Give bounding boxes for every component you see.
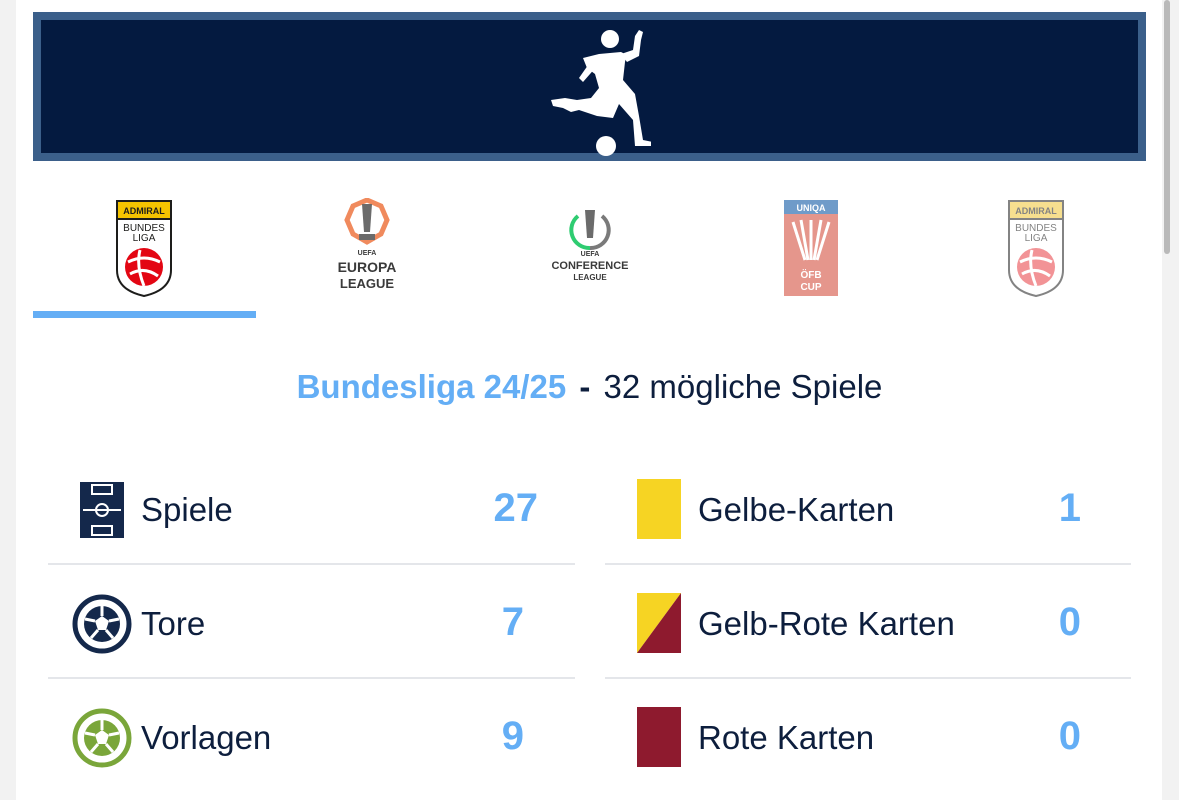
possible-games-text: 32 mögliche Spiele — [603, 368, 883, 405]
tab-logo-line-1: ADMIRAL — [123, 206, 165, 216]
tab-bundesliga[interactable]: ADMIRAL BUNDES LIGA — [33, 196, 256, 323]
stat-label: Rote Karten — [698, 719, 875, 756]
row-divider — [605, 563, 1131, 565]
ofb-cup-logo-icon: UNIQA ÖFB CUP — [784, 200, 838, 296]
stat-row-assists: Vorlagen 9 — [48, 679, 575, 793]
headline-separator: - — [579, 368, 591, 405]
tab-logo-line-2: BUNDES — [123, 223, 165, 234]
tab-logo-line-2: EUROPA — [338, 259, 397, 275]
tab-logo-line-3: LEAGUE — [340, 276, 395, 291]
tab-ofb-cup[interactable]: UNIQA ÖFB CUP — [702, 196, 925, 323]
stat-row-yellow-red-cards: Gelb-Rote Karten 0 — [605, 565, 1131, 679]
stat-label: Vorlagen — [141, 719, 272, 756]
tab-logo-line-1: UEFA — [358, 250, 377, 257]
stat-value: 0 — [1058, 600, 1081, 644]
tab-logo-line-1: UNIQA — [797, 203, 827, 213]
tab-logo-line-1: UEFA — [581, 251, 600, 258]
ball-icon — [72, 594, 132, 654]
competition-season-title: Bundesliga 24/25 — [296, 368, 567, 405]
yellow-red-card-icon — [637, 593, 681, 653]
tab-logo-line-3: CUP — [800, 282, 821, 293]
yellow-card-icon — [637, 479, 681, 539]
row-divider — [48, 677, 575, 679]
tab-logo-line-3: LIGA — [133, 233, 156, 244]
bundesliga-logo-icon: ADMIRAL BUNDES LIGA — [116, 200, 172, 298]
row-divider — [605, 677, 1131, 679]
tab-logo-line-1: ADMIRAL — [1015, 206, 1057, 216]
pitch-icon — [80, 482, 124, 538]
tab-bundesliga-faded[interactable]: ADMIRAL BUNDES LIGA — [925, 196, 1148, 323]
stat-label: Gelbe-Karten — [698, 491, 895, 528]
active-tab-indicator — [33, 311, 256, 318]
europa-league-logo-icon: UEFA EUROPA LEAGUE — [338, 198, 397, 291]
tab-europa-league[interactable]: UEFA EUROPA LEAGUE — [256, 196, 479, 323]
stat-value: 27 — [493, 486, 539, 530]
stat-value: 1 — [1058, 486, 1081, 530]
scrollbar-thumb[interactable] — [1164, 0, 1170, 254]
stat-label: Spiele — [141, 491, 233, 528]
stat-row-red-cards: Rote Karten 0 — [605, 679, 1131, 793]
stat-value: 9 — [501, 714, 524, 758]
bundesliga-logo-faded-icon: ADMIRAL BUNDES LIGA — [1008, 200, 1064, 298]
stat-label: Tore — [141, 605, 206, 642]
tab-logo-line-3: LIGA — [1025, 233, 1048, 244]
hero-inner-panel — [41, 20, 1138, 156]
stat-label: Gelb-Rote Karten — [698, 605, 955, 642]
competition-tabs: ADMIRAL BUNDES LIGA UEFA EUROPA LEAGUE U… — [33, 196, 1146, 323]
row-divider — [48, 563, 575, 565]
stat-value: 7 — [501, 600, 524, 644]
stat-value: 0 — [1058, 714, 1081, 758]
red-card-icon — [637, 707, 681, 767]
tab-conference-league[interactable]: UEFA CONFERENCE LEAGUE — [479, 196, 702, 323]
football-player-silhouette-icon — [551, 30, 651, 156]
season-headline: Bundesliga 24/25 - 32 mögliche Spiele — [0, 368, 1179, 406]
player-hero-banner — [33, 12, 1146, 161]
assist-ball-icon — [72, 708, 132, 768]
tab-logo-line-3: LEAGUE — [573, 273, 607, 282]
tab-logo-line-2: CONFERENCE — [551, 260, 628, 272]
tab-logo-line-2: ÖFB — [800, 268, 821, 281]
stat-row-goals: Tore 7 — [48, 565, 575, 679]
stat-row-yellow-cards: Gelbe-Karten 1 — [605, 451, 1131, 565]
stat-row-games: Spiele 27 — [48, 451, 575, 565]
conference-league-logo-icon: UEFA CONFERENCE LEAGUE — [551, 210, 629, 282]
left-page-gutter — [0, 0, 16, 800]
tab-logo-line-2: BUNDES — [1015, 223, 1057, 234]
